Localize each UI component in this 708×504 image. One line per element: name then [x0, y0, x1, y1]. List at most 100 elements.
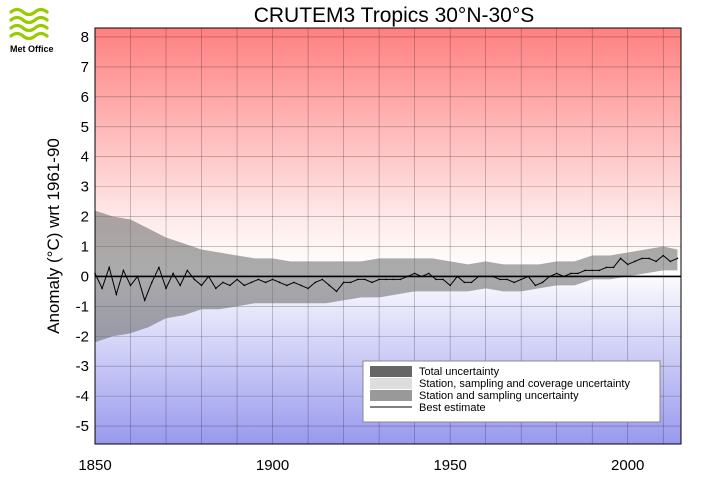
data-point: [435, 278, 437, 281]
data-point: [371, 281, 373, 284]
chart-title: CRUTEM3 Tropics 30°N-30°S: [254, 4, 535, 27]
data-point: [555, 272, 558, 275]
data-point: [662, 254, 664, 257]
y-tick-label: -2: [76, 328, 89, 345]
data-point: [378, 278, 380, 281]
data-point: [406, 275, 409, 278]
data-point: [293, 281, 295, 284]
data-point: [250, 281, 253, 284]
legend-label: Total uncertainty: [419, 366, 500, 378]
data-point: [484, 275, 487, 278]
data-point: [413, 272, 416, 275]
y-axis-label: Anomaly (°C) wrt 1961-90: [44, 138, 63, 334]
data-point: [236, 278, 238, 281]
y-tick-label: 5: [81, 119, 89, 136]
data-point: [513, 281, 515, 284]
data-point: [506, 278, 508, 281]
data-point: [577, 272, 579, 275]
series-lines: [94, 254, 679, 302]
x-tick-label: 1900: [256, 457, 289, 474]
x-tick-labels: 1850 1900 1950 2000: [78, 457, 644, 474]
data-point: [335, 290, 338, 293]
y-tick-label: 2: [81, 209, 89, 226]
met-office-logo: Met Office: [9, 7, 54, 54]
data-point: [143, 299, 146, 302]
data-point: [499, 278, 501, 281]
data-point: [456, 275, 459, 278]
data-point: [151, 281, 153, 284]
data-point: [101, 287, 103, 290]
data-point: [591, 269, 593, 272]
data-point: [179, 284, 181, 287]
data-point: [222, 281, 224, 284]
data-point: [314, 281, 317, 284]
data-point: [342, 281, 345, 284]
data-point: [264, 281, 267, 284]
data-point: [548, 275, 551, 278]
data-point: [626, 263, 629, 266]
x-tick-label: 1950: [433, 457, 466, 474]
data-point: [520, 278, 522, 281]
data-point: [584, 269, 586, 272]
y-tick-label: -1: [76, 298, 89, 315]
data-point: [648, 257, 650, 260]
data-point: [122, 269, 125, 272]
data-point: [321, 278, 324, 281]
legend-label: Station and sampling uncertainty: [419, 390, 579, 402]
logo-text: Met Office: [10, 44, 54, 54]
data-point: [392, 278, 395, 281]
data-point: [534, 284, 537, 287]
met-office-wave-icon: [9, 7, 49, 41]
data-point: [300, 284, 302, 287]
y-tick-label: 4: [81, 149, 89, 166]
data-point: [136, 275, 139, 278]
y-tick-label: -3: [76, 358, 89, 375]
data-point: [612, 266, 615, 269]
data-point: [186, 269, 189, 272]
y-tick-label: -5: [76, 418, 89, 435]
data-point: [399, 278, 402, 281]
data-point: [428, 272, 430, 275]
data-point: [605, 266, 608, 269]
data-point: [634, 260, 636, 263]
data-point: [349, 281, 352, 284]
y-tick-label: 7: [81, 59, 89, 76]
data-point: [328, 284, 331, 287]
data-point: [108, 266, 110, 269]
data-point: [364, 278, 366, 281]
data-point: [215, 287, 217, 290]
data-point: [243, 284, 245, 287]
y-tick-label: 8: [81, 29, 89, 46]
data-point: [229, 284, 231, 287]
y-tick-label: 3: [81, 179, 89, 196]
legend-label: Best estimate: [419, 402, 486, 414]
y-tick-label: -4: [76, 388, 89, 405]
data-point: [655, 260, 657, 263]
data-point: [207, 275, 210, 278]
data-point: [470, 281, 473, 284]
data-point: [385, 278, 388, 281]
legend-box: [362, 360, 661, 423]
data-point: [676, 257, 679, 260]
data-point: [463, 281, 466, 284]
data-point: [307, 287, 309, 290]
data-point: [570, 272, 572, 275]
data-point: [619, 257, 622, 260]
legend-swatch: [370, 390, 412, 401]
data-point: [477, 275, 480, 278]
legend-label: Station, sampling and coverage uncertain…: [419, 378, 630, 390]
data-point: [357, 278, 359, 281]
data-point: [598, 269, 601, 272]
legend-swatch: [370, 378, 412, 389]
data-point: [165, 287, 167, 290]
y-tick-label: 6: [81, 89, 89, 106]
legend-swatch: [370, 366, 412, 377]
data-point: [158, 266, 160, 269]
data-point: [442, 278, 444, 281]
data-point: [527, 275, 530, 278]
plot-frame: [94, 27, 682, 445]
data-point: [193, 278, 196, 281]
y-tick-labels: -5 -4 -3 -2 -1 0 1 2 3 4 5 6 7 8: [76, 29, 89, 435]
